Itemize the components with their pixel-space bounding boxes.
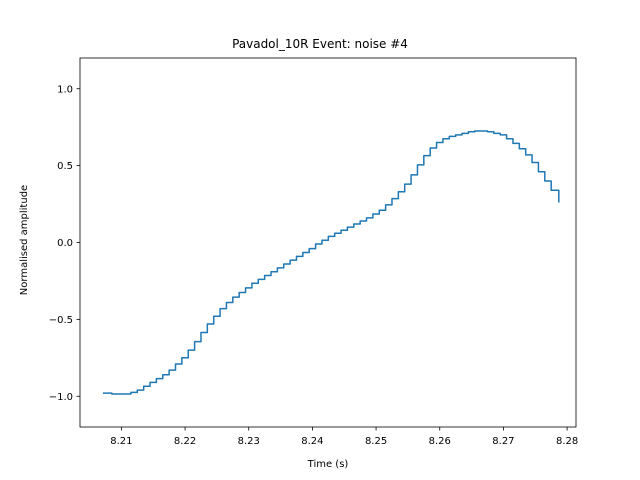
- y-tick-label: 0.5: [57, 161, 73, 172]
- x-tick-label: 8.25: [365, 436, 387, 447]
- axes-frame: [79, 57, 577, 428]
- x-tick-label: 8.28: [556, 436, 578, 447]
- y-tick-label: −1.0: [49, 392, 73, 403]
- x-tick-label: 8.21: [110, 436, 132, 447]
- series-line: [102, 130, 560, 395]
- chart-title: Pavadol_10R Event: noise #4: [232, 37, 408, 51]
- x-axis-label: Time (s): [307, 459, 349, 470]
- x-tick-label: 8.23: [238, 436, 260, 447]
- y-tick-label: 0.0: [57, 238, 73, 249]
- y-tick-label: −0.5: [49, 315, 73, 326]
- x-tick-label: 8.27: [492, 436, 514, 447]
- x-tick-label: 8.26: [429, 436, 451, 447]
- x-tick-label: 8.22: [174, 436, 196, 447]
- x-tick-label: 8.24: [301, 436, 323, 447]
- y-axis-label: Normalised amplitude: [19, 185, 30, 295]
- plot-area: 8.21 8.22 8.23 8.24 8.25 8.26 8.27 8.28 −1.0 −0.5…: [49, 57, 578, 447]
- y-tick-label: 1.0: [57, 84, 73, 95]
